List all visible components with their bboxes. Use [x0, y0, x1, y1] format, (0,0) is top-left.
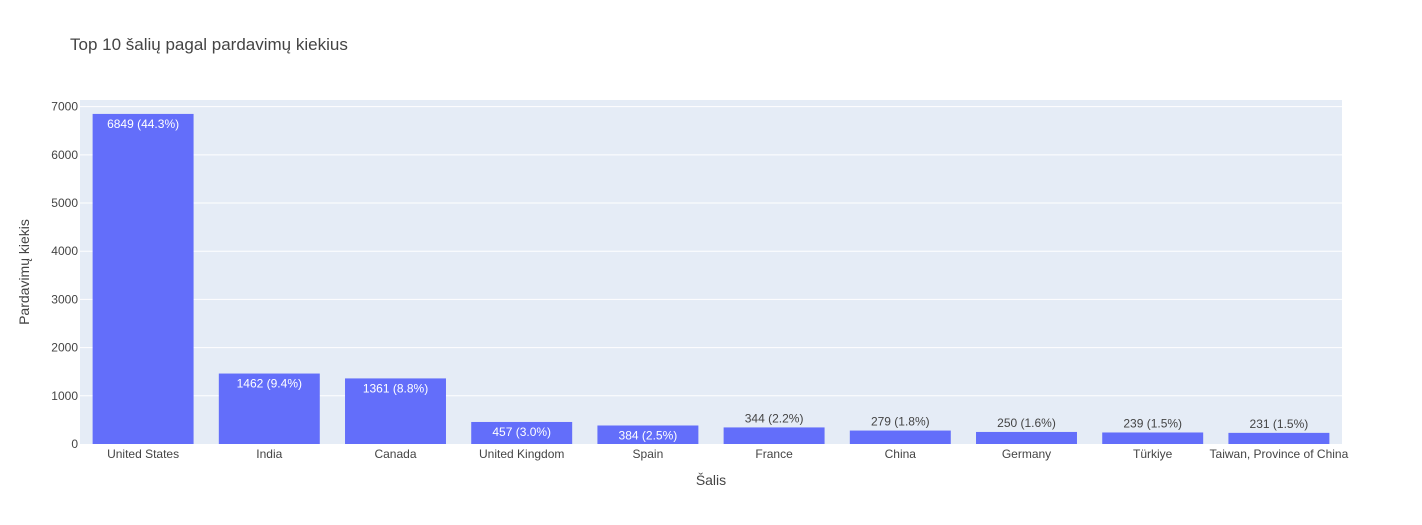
y-tick-label: 7000: [51, 100, 78, 114]
x-tick-label: India: [256, 447, 282, 461]
x-axis-ticks: United States India Canada United Kingdom Sp…: [107, 447, 1349, 461]
bar-data-label: 279 (1.8%): [871, 415, 930, 429]
x-tick-label: China: [885, 447, 917, 461]
bar: [849, 430, 951, 444]
y-tick-label: 2000: [51, 341, 78, 355]
x-tick-label: United Kingdom: [479, 447, 564, 461]
x-axis-title: Šalis: [696, 472, 726, 488]
bar: [1102, 432, 1204, 444]
y-tick-label: 3000: [51, 292, 78, 306]
bar-data-label: 6849 (44.3%): [107, 117, 179, 131]
bar-data-label: 1361 (8.8%): [363, 381, 428, 395]
x-tick-label: Türkiye: [1133, 447, 1173, 461]
bar: [976, 431, 1077, 444]
bar: [92, 113, 194, 445]
x-tick-label: France: [755, 447, 793, 461]
bar: [218, 373, 320, 444]
y-tick-label: 5000: [51, 196, 78, 210]
bar: [345, 378, 446, 444]
bar-data-label: 231 (1.5%): [1250, 417, 1309, 431]
x-tick-label: Germany: [1002, 447, 1051, 461]
bar: [471, 421, 573, 444]
bar-data-label: 344 (2.2%): [745, 411, 804, 425]
bar-data-label: 1462 (9.4%): [237, 377, 302, 391]
x-tick-label: Spain: [633, 447, 664, 461]
bar: [597, 425, 699, 444]
bar-data-label: 384 (2.5%): [619, 428, 678, 442]
bar-data-label: 457 (3.0%): [492, 425, 551, 439]
bar-data-label: 239 (1.5%): [1123, 416, 1182, 430]
bar: [723, 427, 825, 444]
x-tick-label: United States: [107, 447, 179, 461]
y-tick-label: 1000: [51, 389, 78, 403]
bar-data-labels: 6849 (44.3%) 1462 (9.4%) 1361 (8.8%) 457 (3…: [107, 117, 1308, 443]
x-tick-label: Taiwan, Province of China: [1210, 447, 1349, 461]
y-axis-title: Pardavimų kiekis: [16, 219, 32, 325]
y-tick-label: 0: [71, 437, 78, 451]
x-tick-label: Canada: [374, 447, 416, 461]
bars: [92, 113, 1330, 445]
bar: [1228, 432, 1330, 444]
y-tick-label: 6000: [51, 148, 78, 162]
y-axis-ticks: 0 1000 2000 3000 4000 5000 6000 7000: [51, 100, 78, 451]
y-tick-label: 4000: [51, 244, 78, 258]
chart-title: Top 10 šalių pagal pardavimų kiekius: [70, 35, 348, 54]
bar-data-label: 250 (1.6%): [997, 416, 1056, 430]
